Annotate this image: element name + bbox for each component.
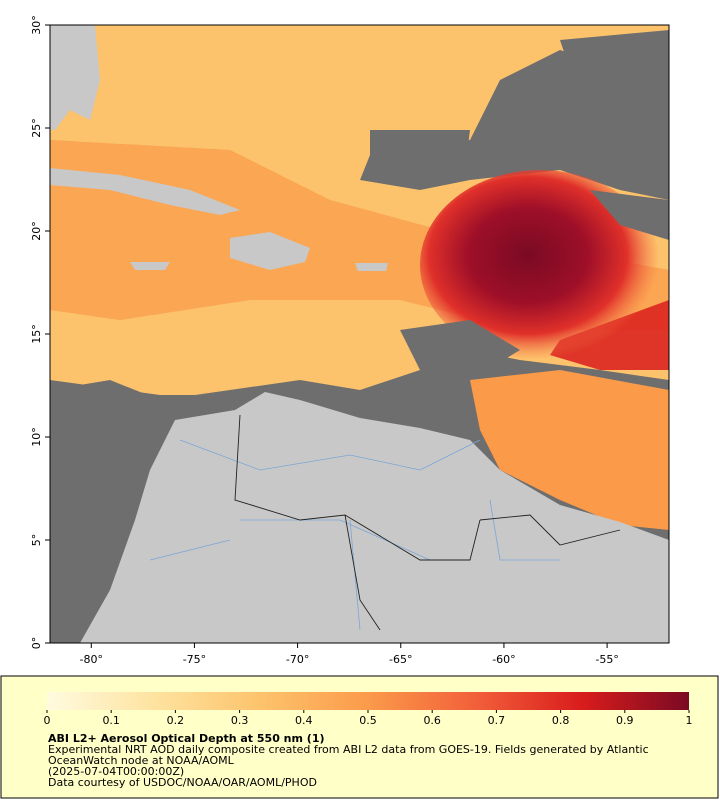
colorbar-tick-label: 0.7 xyxy=(488,714,506,727)
aerosol-plume xyxy=(420,170,660,360)
colorbar-tick-label: 1 xyxy=(686,714,693,727)
land xyxy=(50,168,240,215)
nodata xyxy=(560,30,669,90)
nodata xyxy=(400,320,520,380)
land xyxy=(130,262,170,270)
colorbar-tick-label: 0.2 xyxy=(167,714,185,727)
title: ABI L2+ Aerosol Optical Depth at 550 nm … xyxy=(48,732,325,745)
colorbar-tick-label: 0 xyxy=(44,714,51,727)
rivers xyxy=(149,439,560,631)
colorbar xyxy=(47,692,689,710)
colorbar-tick-label: 0.6 xyxy=(423,714,441,727)
colorbar-tick-label: 0.1 xyxy=(102,714,120,727)
colorbar-tick-label: 0.4 xyxy=(295,714,313,727)
nodata xyxy=(370,130,470,185)
y-tick-label: 0° xyxy=(30,637,43,650)
description: Experimental NRT AOD daily composite cre… xyxy=(48,743,649,756)
x-tick-label: -80° xyxy=(80,653,103,666)
colorbar-tick-label: 0.9 xyxy=(616,714,634,727)
land xyxy=(355,263,388,271)
x-tick-label: -65° xyxy=(389,653,412,666)
colorbar-tick-label: 0.3 xyxy=(231,714,249,727)
description: OceanWatch node at NOAA/AOML xyxy=(48,754,235,767)
description: Data courtesy of USDOC/NOAA/OAR/AOML/PHO… xyxy=(48,776,317,789)
x-tick-label: -60° xyxy=(492,653,515,666)
y-tick-label: 25° xyxy=(30,118,43,138)
colorbar-tick-label: 0.5 xyxy=(359,714,377,727)
land xyxy=(230,232,310,270)
nodata xyxy=(590,190,669,240)
y-tick-label: 30° xyxy=(30,15,43,35)
y-tick-label: 5° xyxy=(30,534,43,547)
x-tick-label: -70° xyxy=(286,653,309,666)
land xyxy=(50,25,100,130)
land xyxy=(80,392,669,643)
map-area xyxy=(50,25,669,643)
borders xyxy=(234,414,621,631)
x-tick-label: -55° xyxy=(595,653,618,666)
y-tick-label: 10° xyxy=(30,427,43,447)
aerosol-field xyxy=(470,370,669,530)
y-tick-label: 20° xyxy=(30,221,43,241)
x-tick-label: -75° xyxy=(183,653,206,666)
description: (2025-07-04T00:00:00Z) xyxy=(48,765,184,778)
colorbar-tick-label: 0.8 xyxy=(552,714,570,727)
y-tick-label: 15° xyxy=(30,324,43,344)
